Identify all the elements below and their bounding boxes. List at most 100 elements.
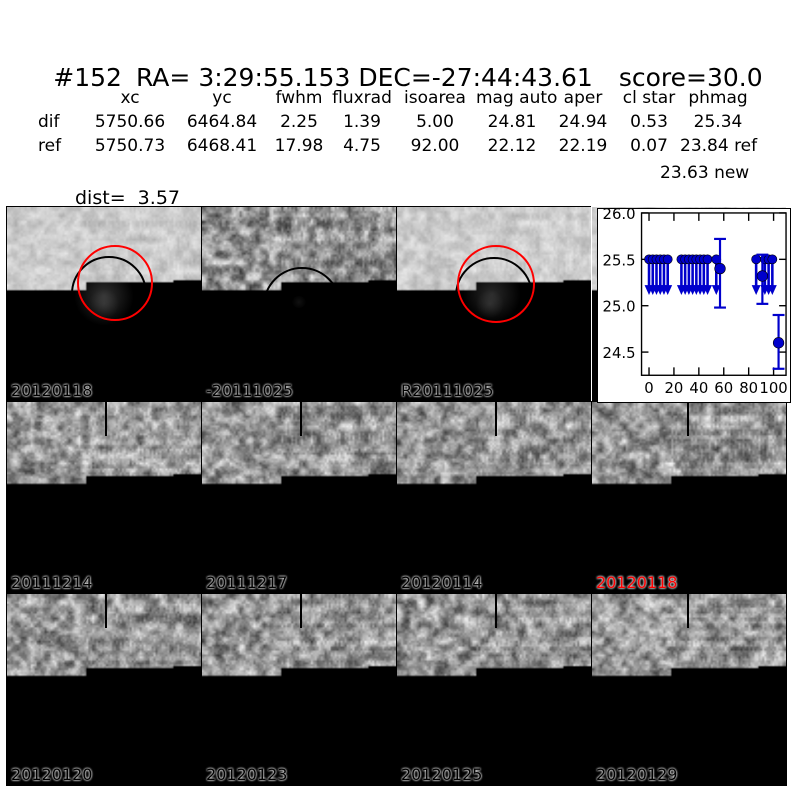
ref-cl-star: 0.07 <box>630 136 668 156</box>
stamp-20120114[interactable]: 20120114 <box>396 401 592 594</box>
stamp-R20111025-reference[interactable]: R20111025 <box>396 206 592 402</box>
col-header-fwhm: fwhm <box>275 88 323 108</box>
crosshair-tick-vertical <box>495 594 497 628</box>
dif-yc: 6464.84 <box>186 112 258 132</box>
crosshair-tick-horizontal <box>397 497 439 499</box>
dif-aper: 24.94 <box>558 112 608 132</box>
photometry-table: xc yc fwhm fluxrad isoarea mag auto aper… <box>0 86 800 158</box>
row-label-dif: dif <box>38 112 60 132</box>
stamp-20111217[interactable]: 20111217 <box>201 401 397 594</box>
stamp-label: 20120123 <box>206 765 288 784</box>
stamp-label: 20120120 <box>11 765 93 784</box>
score-value: 30.0 <box>706 63 763 92</box>
stamp-20120118-new[interactable]: 20120118 <box>6 206 202 402</box>
aperture-circle-red <box>457 245 535 323</box>
phmag-new-value: 23.63 new <box>660 163 750 183</box>
stamp-label: R20111025 <box>401 381 494 400</box>
svg-text:20: 20 <box>664 380 683 397</box>
dif-cl-star: 0.53 <box>630 112 668 132</box>
ref-xc: 5750.73 <box>94 136 166 156</box>
stamp-20111214[interactable]: 20111214 <box>6 401 202 594</box>
dist-value: dist= 3.57 <box>75 187 180 209</box>
crosshair-tick-horizontal <box>7 497 49 499</box>
col-header-aper: aper <box>563 88 603 108</box>
crosshair-tick-vertical <box>495 402 497 436</box>
stamp-label: 20120125 <box>401 765 483 784</box>
stamp-label: -20111025 <box>206 381 294 400</box>
table-row-ref: ref 5750.73 6468.41 17.98 4.75 92.00 22.… <box>30 134 758 158</box>
source-blob <box>676 488 690 500</box>
col-header-xc: xc <box>120 88 140 108</box>
col-header-mag-auto: mag auto <box>476 88 558 108</box>
stamp-20120123[interactable]: 20120123 <box>201 593 397 786</box>
crosshair-tick-vertical <box>105 402 107 436</box>
stamp-row-2: 20111214 20111217 20120114 20120118 <box>6 401 792 594</box>
ref-fluxrad: 4.75 <box>343 136 381 156</box>
stamp-label: 20111214 <box>11 573 93 592</box>
dif-fwhm: 2.25 <box>280 112 318 132</box>
lightcurve-svg: 24.5 25.0 25.5 26.0 0 20 40 60 80 100 <box>603 209 788 397</box>
svg-text:80: 80 <box>739 380 758 397</box>
svg-text:40: 40 <box>689 380 708 397</box>
ref-mag-auto: 22.12 <box>487 136 537 156</box>
stamp-20120118-detection[interactable]: 20120118 <box>591 401 787 594</box>
svg-text:0: 0 <box>644 380 653 397</box>
ref-aper: 22.19 <box>558 136 608 156</box>
ref-phmag: 23.84 ref <box>680 136 758 156</box>
stamp-20111025-subtracted[interactable]: -20111025 <box>201 206 397 402</box>
crosshair-tick-vertical <box>300 594 302 628</box>
crosshair-tick-horizontal <box>592 689 628 691</box>
ref-fwhm: 17.98 <box>274 136 324 156</box>
svg-text:24.5: 24.5 <box>603 345 636 362</box>
svg-text:26.0: 26.0 <box>603 209 636 223</box>
stamp-20120129[interactable]: 20120129 <box>591 593 787 786</box>
crosshair-tick-horizontal <box>592 497 628 499</box>
crosshair-tick-horizontal <box>7 689 49 691</box>
score-label: score= <box>618 63 707 92</box>
dif-isoarea: 5.00 <box>416 112 454 132</box>
ra-label: RA= <box>135 63 191 92</box>
crosshair-tick-horizontal <box>202 689 244 691</box>
crosshair-tick-horizontal <box>397 689 439 691</box>
table-header-row: xc yc fwhm fluxrad isoarea mag auto aper… <box>30 86 756 110</box>
aperture-circle-black <box>263 267 341 345</box>
lightcurve-plot: 24.5 25.0 25.5 26.0 0 20 40 60 80 100 <box>597 208 791 403</box>
aperture-circle-red <box>77 245 153 321</box>
dec-value: -27:44:43.61 <box>431 63 593 92</box>
table-row-dif: dif 5750.66 6464.84 2.25 1.39 5.00 24.81… <box>30 110 756 134</box>
crosshair-tick-vertical <box>687 402 689 436</box>
col-header-fluxrad: fluxrad <box>332 88 392 108</box>
svg-text:60: 60 <box>714 380 733 397</box>
col-header-yc: yc <box>212 88 232 108</box>
crosshair-tick-horizontal <box>202 497 244 499</box>
row-label-ref: ref <box>38 136 62 156</box>
stamp-row-3: 20120120 20120123 20120125 20120129 <box>6 593 792 786</box>
page-title: #152 RA= 3:29:55.153 DEC=-27:44:43.61 scor… <box>0 34 800 92</box>
dec-label: DEC= <box>358 63 432 92</box>
dif-fluxrad: 1.39 <box>343 112 381 132</box>
crosshair-tick-vertical <box>687 594 689 628</box>
stamp-20120125[interactable]: 20120125 <box>396 593 592 786</box>
crosshair-tick-vertical <box>105 594 107 628</box>
svg-text:100: 100 <box>759 380 787 397</box>
ra-value: 3:29:55.153 <box>198 63 351 92</box>
col-header-phmag: phmag <box>688 88 748 108</box>
col-header-isoarea: isoarea <box>404 88 466 108</box>
stamp-label: 20120129 <box>596 765 678 784</box>
object-id: #152 <box>53 63 122 92</box>
dif-phmag: 25.34 <box>693 112 743 132</box>
crosshair-tick-vertical <box>300 402 302 436</box>
dif-xc: 5750.66 <box>94 112 166 132</box>
ref-yc: 6468.41 <box>186 136 258 156</box>
stamp-label: 20111217 <box>206 573 288 592</box>
stamp-label: 20120114 <box>401 573 483 592</box>
dif-mag-auto: 24.81 <box>487 112 537 132</box>
svg-text:25.5: 25.5 <box>603 252 636 269</box>
ref-isoarea: 92.00 <box>410 136 460 156</box>
col-header-cl-star: cl star <box>622 88 676 108</box>
svg-text:25.0: 25.0 <box>603 299 636 316</box>
stamp-label: 20120118 <box>11 381 93 400</box>
col-header-blank <box>30 86 84 110</box>
stamp-label: 20120118 <box>596 573 678 592</box>
stamp-20120120[interactable]: 20120120 <box>6 593 202 786</box>
